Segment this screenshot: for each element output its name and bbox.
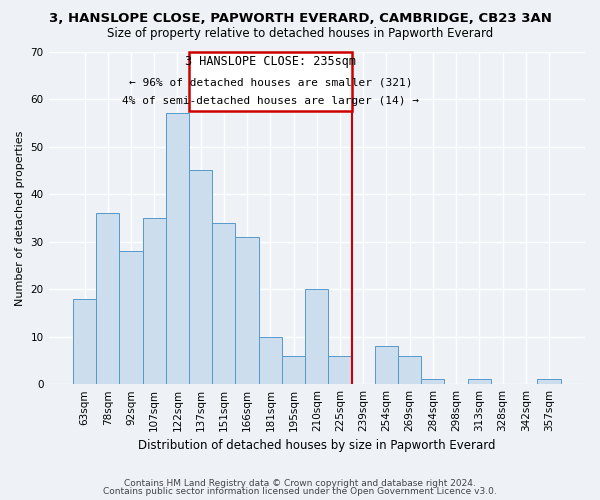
- Bar: [375, 346, 398, 384]
- Bar: [538, 380, 560, 384]
- Bar: [166, 114, 189, 384]
- Bar: [259, 336, 282, 384]
- Bar: [212, 222, 235, 384]
- Bar: [421, 380, 445, 384]
- Text: Contains public sector information licensed under the Open Government Licence v3: Contains public sector information licen…: [103, 487, 497, 496]
- Bar: [119, 251, 143, 384]
- Text: Contains HM Land Registry data © Crown copyright and database right 2024.: Contains HM Land Registry data © Crown c…: [124, 478, 476, 488]
- Bar: [73, 298, 96, 384]
- Bar: [305, 289, 328, 384]
- Bar: [189, 170, 212, 384]
- Bar: [96, 213, 119, 384]
- Bar: [235, 237, 259, 384]
- Bar: [143, 218, 166, 384]
- Text: 3 HANSLOPE CLOSE: 235sqm: 3 HANSLOPE CLOSE: 235sqm: [185, 56, 356, 68]
- Bar: [328, 356, 352, 384]
- Bar: [398, 356, 421, 384]
- Y-axis label: Number of detached properties: Number of detached properties: [15, 130, 25, 306]
- Text: 4% of semi-detached houses are larger (14) →: 4% of semi-detached houses are larger (1…: [122, 96, 419, 106]
- X-axis label: Distribution of detached houses by size in Papworth Everard: Distribution of detached houses by size …: [138, 440, 496, 452]
- Text: 3, HANSLOPE CLOSE, PAPWORTH EVERARD, CAMBRIDGE, CB23 3AN: 3, HANSLOPE CLOSE, PAPWORTH EVERARD, CAM…: [49, 12, 551, 26]
- Bar: [282, 356, 305, 384]
- Text: ← 96% of detached houses are smaller (321): ← 96% of detached houses are smaller (32…: [128, 78, 412, 88]
- Text: Size of property relative to detached houses in Papworth Everard: Size of property relative to detached ho…: [107, 28, 493, 40]
- Bar: [468, 380, 491, 384]
- FancyBboxPatch shape: [189, 52, 352, 111]
